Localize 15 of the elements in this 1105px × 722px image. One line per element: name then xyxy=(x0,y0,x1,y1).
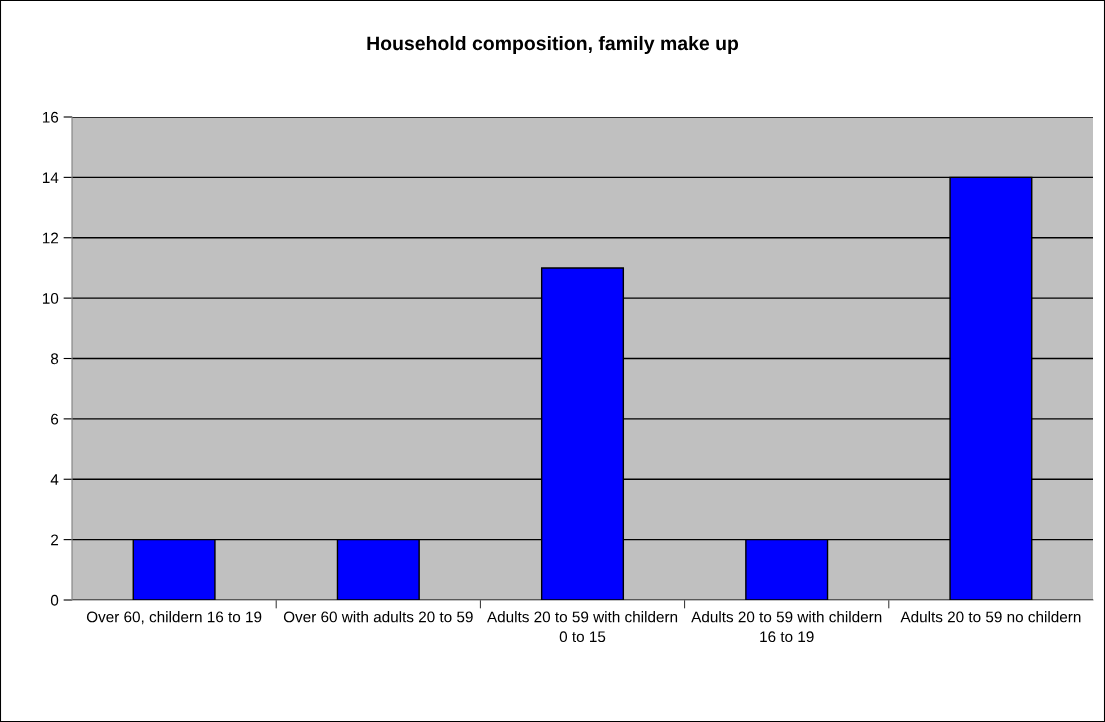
y-tick-label: 4 xyxy=(50,474,59,485)
y-tick-label: 12 xyxy=(42,232,59,244)
y-tick-label: 8 xyxy=(50,353,59,365)
x-tick-label: Adults 20 to 59 with childern 16 to 19 xyxy=(691,611,882,643)
y-tick-label: 0 xyxy=(50,594,59,606)
y-tick-label: 6 xyxy=(51,413,59,425)
y-tick-label: 14 xyxy=(42,172,59,183)
y-tick-label: 2 xyxy=(51,534,59,546)
x-tick-label: Adults 20 to 59 no childern xyxy=(900,611,1081,623)
x-tick-label: Over 60, childern 16 to 19 xyxy=(86,611,262,625)
y-tick-label: 10 xyxy=(42,292,59,304)
y-tick-label: 16 xyxy=(42,111,59,123)
x-tick-label: Over 60 with adults 20 to 59 xyxy=(283,611,473,623)
x-tick-label: Adults 20 to 59 with childern 0 to 15 xyxy=(486,611,678,643)
chart-title: Household composition, family make up xyxy=(367,35,739,55)
